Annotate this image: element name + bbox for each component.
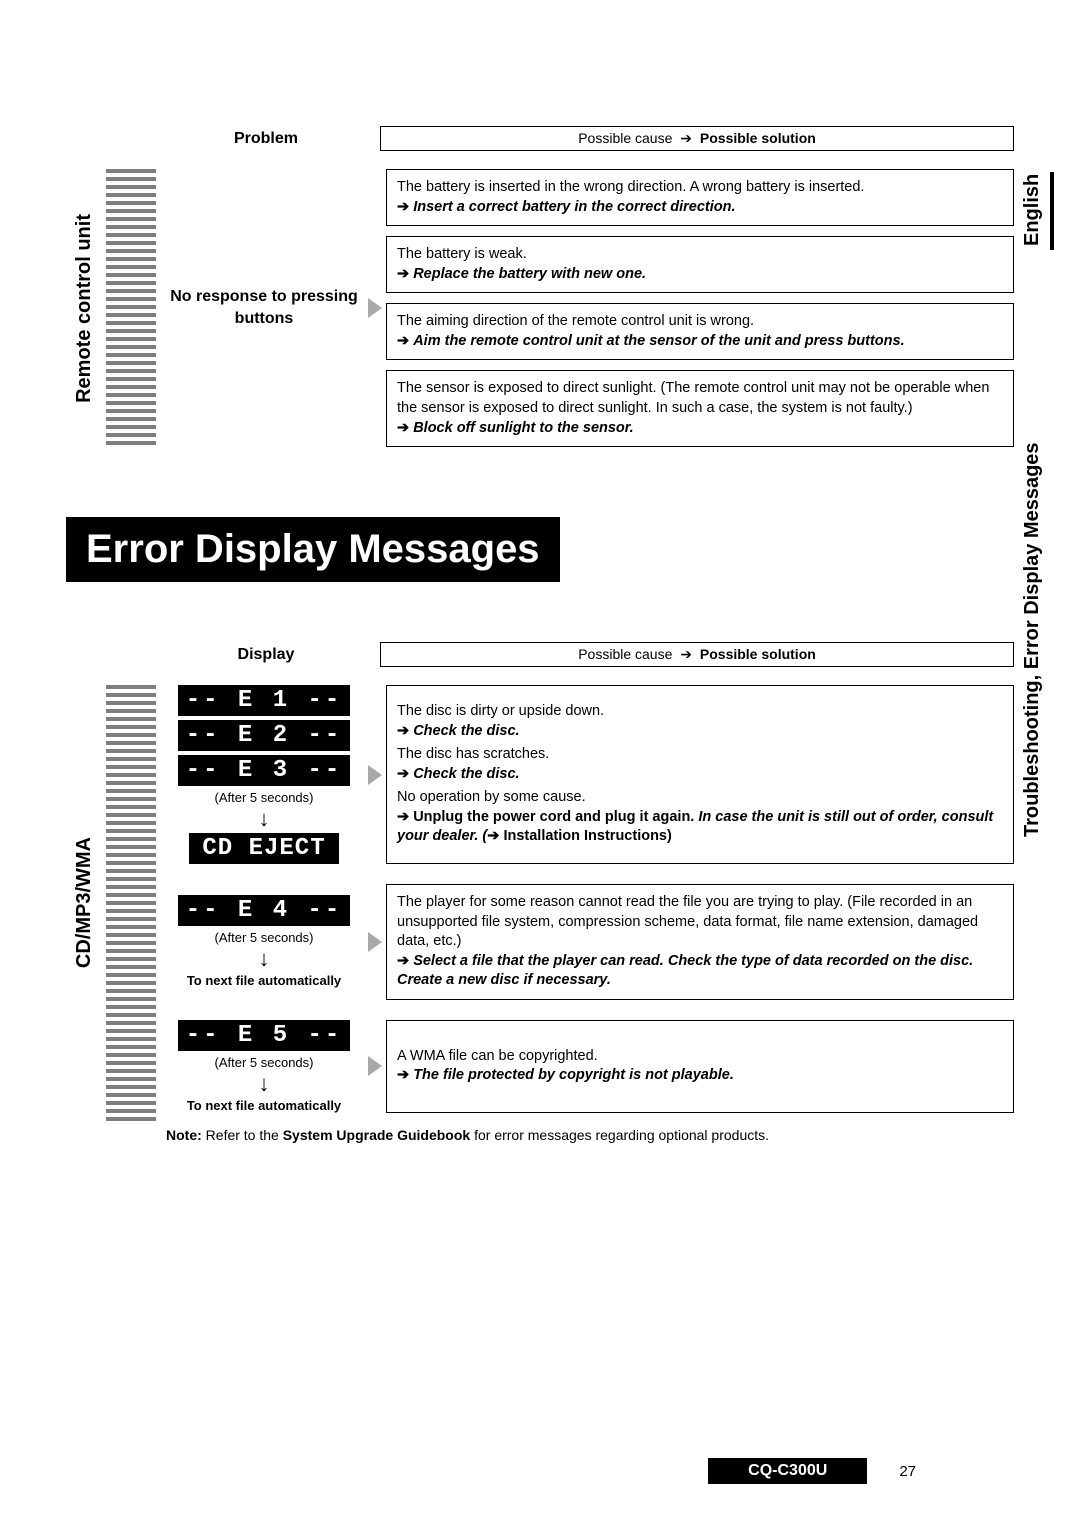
header-solution-label: Possible solution [700,646,816,662]
cause-text: No operation by some cause. [397,788,1003,808]
header-row-display: Display Possible cause ➔ Possible soluti… [66,642,1014,667]
note-text: Refer to the [202,1127,283,1143]
sol-part: Installation Instructions) [503,828,671,844]
solution-text: Select a file that the player can read. … [397,952,1003,991]
arrow-icon: ➔ [680,130,692,146]
cause-box: The battery is weak. Replace the battery… [386,236,1014,293]
error-code-e3: -- E 3 -- [178,755,351,786]
error-row-e1e2e3: -- E 1 -- -- E 2 -- -- E 3 -- (After 5 s… [164,685,1014,864]
cause-text: The disc is dirty or upside down. [397,702,1003,722]
page-footer: CQ-C300U 27 [0,1458,1080,1484]
triangle-icon [368,298,382,318]
after-5s: (After 5 seconds) [215,790,314,805]
solution-text: Check the disc. [397,722,1003,742]
arrow-down-icon: ↓ [259,951,270,967]
solution-text: The file protected by copyright is not p… [397,1066,1003,1086]
cause-text: The battery is inserted in the wrong dir… [397,178,1003,198]
after-5s: (After 5 seconds) [215,1055,314,1070]
solution-text: Block off sunlight to the sensor. [397,419,1003,439]
stripe-decoration [106,685,156,1121]
cause-box: The disc is dirty or upside down. Check … [386,685,1014,864]
triangle-icon [368,932,382,952]
remote-label: Remote control unit [73,214,96,403]
model-number: CQ-C300U [708,1458,867,1484]
header-display: Display [166,646,366,664]
solution-text: Replace the battery with new one. [397,265,1003,285]
after-5s: (After 5 seconds) [215,930,314,945]
arrow-down-icon: ↓ [259,1076,270,1092]
error-code-e4: -- E 4 -- [178,895,351,926]
error-row-e5: -- E 5 -- (After 5 seconds) ↓ To next fi… [164,1020,1014,1113]
to-next-file: To next file automatically [187,1098,341,1113]
error-title: Error Display Messages [66,517,560,582]
error-code-e2: -- E 2 -- [178,720,351,751]
error-row-e4: -- E 4 -- (After 5 seconds) ↓ To next fi… [164,884,1014,1000]
remote-problem-text: No response to pressing buttons [164,286,364,331]
header-cause: Possible cause [578,130,672,146]
side-section-title: Troubleshooting, Error Display Messages [1021,430,1044,850]
header-solution: Possible cause ➔ Possible solution [380,126,1014,151]
cause-text: The sensor is exposed to direct sunlight… [397,379,1003,418]
note-label: Note: [166,1127,202,1143]
footnote: Note: Refer to the System Upgrade Guideb… [166,1127,1014,1143]
cause-text: The disc has scratches. [397,745,1003,765]
side-bar [1050,172,1054,250]
cause-text: The aiming direction of the remote contr… [397,312,1003,332]
cause-box: The battery is inserted in the wrong dir… [386,169,1014,226]
header-row-top: Problem Possible cause ➔ Possible soluti… [66,126,1014,151]
triangle-icon [368,765,382,785]
cause-box: The sensor is exposed to direct sunlight… [386,370,1014,447]
header-cause: Possible cause [578,646,672,662]
stripe-decoration [106,169,156,447]
solution-text: Unplug the power cord and plug it again.… [397,808,1003,847]
solution-text: Aim the remote control unit at the senso… [397,332,1003,352]
solution-text: Insert a correct battery in the correct … [397,198,1003,218]
solution-text: Check the disc. [397,765,1003,785]
header-problem: Problem [166,130,366,148]
cause-text: The player for some reason cannot read t… [397,893,1003,952]
section-remote: Remote control unit No response to press… [66,169,1014,447]
triangle-icon [368,1056,382,1076]
cause-text: The battery is weak. [397,245,1003,265]
cause-box: The aiming direction of the remote contr… [386,303,1014,360]
cd-label: CD/MP3/WMA [73,837,96,968]
header-solution-label: Possible solution [700,130,816,146]
remote-problem: No response to pressing buttons [164,169,364,447]
side-language: English [1021,170,1044,250]
error-code-eject: CD EJECT [189,833,339,864]
cause-box: The player for some reason cannot read t… [386,884,1014,1000]
note-rest: for error messages regarding optional pr… [470,1127,769,1143]
page-number: 27 [899,1463,916,1480]
arrow-icon: ➔ [680,646,692,662]
cause-text: A WMA file can be copyrighted. [397,1047,1003,1067]
error-code-e1: -- E 1 -- [178,685,351,716]
sol-part: Unplug the power cord and plug it again. [413,809,694,825]
note-bold: System Upgrade Guidebook [283,1127,470,1143]
to-next-file: To next file automatically [187,973,341,988]
arrow-down-icon: ↓ [259,811,270,827]
section-cd: CD/MP3/WMA -- E 1 -- -- E 2 -- -- E 3 --… [66,685,1014,1121]
cause-box: A WMA file can be copyrighted. The file … [386,1020,1014,1113]
error-code-e5: -- E 5 -- [178,1020,351,1051]
header-solution: Possible cause ➔ Possible solution [380,642,1014,667]
